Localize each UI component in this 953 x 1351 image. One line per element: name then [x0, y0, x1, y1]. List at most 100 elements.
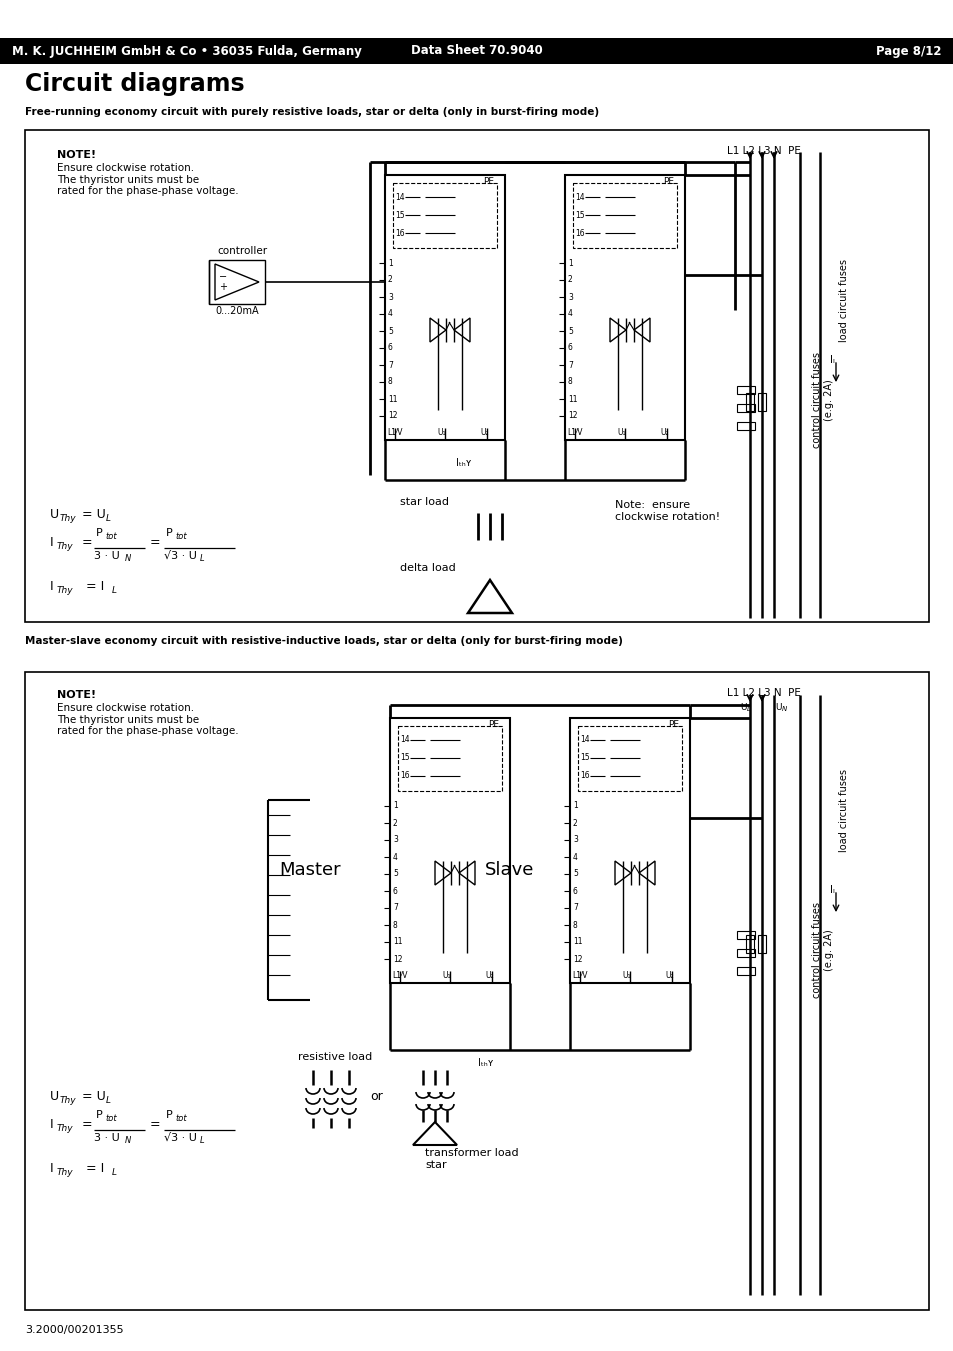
Text: transformer load
star: transformer load star [424, 1148, 518, 1170]
Text: Ensure clockwise rotation.
The thyristor units must be
rated for the phase-phase: Ensure clockwise rotation. The thyristor… [57, 703, 238, 736]
Text: 15: 15 [395, 211, 404, 219]
Text: load circuit fuses: load circuit fuses [838, 769, 848, 851]
Text: U₁: U₁ [441, 971, 450, 979]
Text: 3: 3 [573, 835, 578, 844]
Text: delta load: delta load [399, 563, 456, 573]
Text: Iₗ: Iₗ [829, 885, 834, 894]
Text: Note:  ensure
clockwise rotation!: Note: ensure clockwise rotation! [615, 500, 720, 521]
Text: 8: 8 [393, 920, 397, 929]
Text: tot: tot [174, 532, 187, 540]
Text: 3: 3 [393, 835, 397, 844]
Bar [393, 182, 497, 249]
Bar [737, 386, 754, 394]
Text: P: P [96, 1111, 103, 1120]
Bar [758, 935, 765, 952]
Bar [573, 182, 677, 249]
Bar [737, 967, 754, 975]
Text: N: N [125, 1136, 132, 1146]
Text: −: − [219, 272, 227, 282]
Text: U₂: U₂ [664, 971, 673, 979]
Text: Free-running economy circuit with purely resistive loads, star or delta (only in: Free-running economy circuit with purely… [25, 107, 598, 118]
Text: I: I [50, 580, 53, 593]
Text: N: N [125, 554, 132, 563]
Text: 2: 2 [393, 819, 397, 828]
Text: tot: tot [105, 1115, 116, 1123]
Text: Slave: Slave [485, 861, 534, 880]
Text: 1: 1 [388, 258, 393, 267]
Text: = I: = I [78, 580, 104, 593]
Text: control circuit fuses
(e.g. 2A): control circuit fuses (e.g. 2A) [811, 902, 833, 998]
Text: 2: 2 [567, 276, 572, 285]
Text: U: U [774, 703, 781, 712]
Bar [737, 422, 754, 430]
Text: 12: 12 [388, 412, 397, 420]
Text: +: + [219, 282, 227, 292]
Text: L1⁄V: L1⁄V [392, 971, 407, 979]
Text: Master: Master [279, 861, 340, 880]
Text: 14: 14 [579, 735, 589, 744]
Text: control circuit fuses
(e.g. 2A): control circuit fuses (e.g. 2A) [811, 353, 833, 449]
Bar [385, 176, 504, 440]
Text: 15: 15 [399, 754, 409, 762]
Text: N: N [781, 707, 786, 712]
Text: 6: 6 [567, 343, 572, 353]
Text: = U: = U [78, 508, 106, 521]
Text: Master-slave economy circuit with resistive-inductive loads, star or delta (only: Master-slave economy circuit with resist… [25, 636, 622, 646]
Text: NOTE!: NOTE! [57, 690, 96, 700]
Text: PE: PE [488, 720, 498, 730]
Text: U₂: U₂ [659, 428, 668, 436]
Text: U₂: U₂ [484, 971, 493, 979]
Text: Ensure clockwise rotation.
The thyristor units must be
rated for the phase-phase: Ensure clockwise rotation. The thyristor… [57, 163, 238, 196]
Text: L: L [106, 1096, 111, 1105]
Text: Thy: Thy [60, 1096, 76, 1105]
Text: L1⁄V: L1⁄V [387, 428, 402, 436]
Text: 2: 2 [388, 276, 393, 285]
Text: I: I [50, 1119, 53, 1131]
Text: =: = [150, 1119, 160, 1131]
Text: controller: controller [216, 246, 267, 255]
Bar [25, 130, 928, 621]
Text: 8: 8 [573, 920, 578, 929]
Text: 11: 11 [393, 938, 402, 947]
Text: L1⁄V: L1⁄V [566, 428, 582, 436]
Text: U₁: U₁ [621, 971, 630, 979]
Text: 16: 16 [575, 228, 584, 238]
Text: NOTE!: NOTE! [57, 150, 96, 159]
Text: 3 · U: 3 · U [94, 551, 120, 561]
Text: 7: 7 [388, 361, 393, 370]
Text: 7: 7 [393, 904, 397, 912]
Text: 1: 1 [573, 801, 578, 811]
Text: 12: 12 [393, 955, 402, 963]
Text: 16: 16 [399, 771, 409, 781]
Text: L1⁄V: L1⁄V [572, 971, 587, 979]
Bar [564, 176, 684, 440]
Text: 8: 8 [388, 377, 393, 386]
Bar [25, 671, 928, 1310]
Text: P: P [166, 528, 172, 538]
Text: 5: 5 [388, 327, 393, 335]
Bar [758, 393, 765, 411]
Text: 5: 5 [573, 870, 578, 878]
Text: star load: star load [399, 497, 449, 507]
Text: Thy: Thy [57, 1124, 73, 1133]
Text: U: U [740, 703, 745, 712]
Text: Iₜₕʏ: Iₜₕʏ [456, 458, 471, 467]
Text: Thy: Thy [57, 586, 73, 594]
Text: Thy: Thy [60, 513, 76, 523]
Text: =: = [82, 1119, 92, 1131]
Text: 15: 15 [579, 754, 589, 762]
Text: 11: 11 [573, 938, 582, 947]
Text: Thy: Thy [57, 542, 73, 551]
Text: = U: = U [78, 1090, 106, 1102]
Text: Thy: Thy [57, 1169, 73, 1177]
Text: =: = [82, 536, 92, 549]
Text: Page 8/12: Page 8/12 [876, 45, 941, 58]
Text: Iₜₕʏ: Iₜₕʏ [477, 1058, 493, 1069]
Text: or: or [370, 1090, 382, 1102]
Text: 6: 6 [388, 343, 393, 353]
Text: 3 · U: 3 · U [94, 1133, 120, 1143]
Text: 16: 16 [395, 228, 404, 238]
Text: 6: 6 [573, 886, 578, 896]
Bar [737, 404, 754, 412]
Text: 7: 7 [567, 361, 572, 370]
